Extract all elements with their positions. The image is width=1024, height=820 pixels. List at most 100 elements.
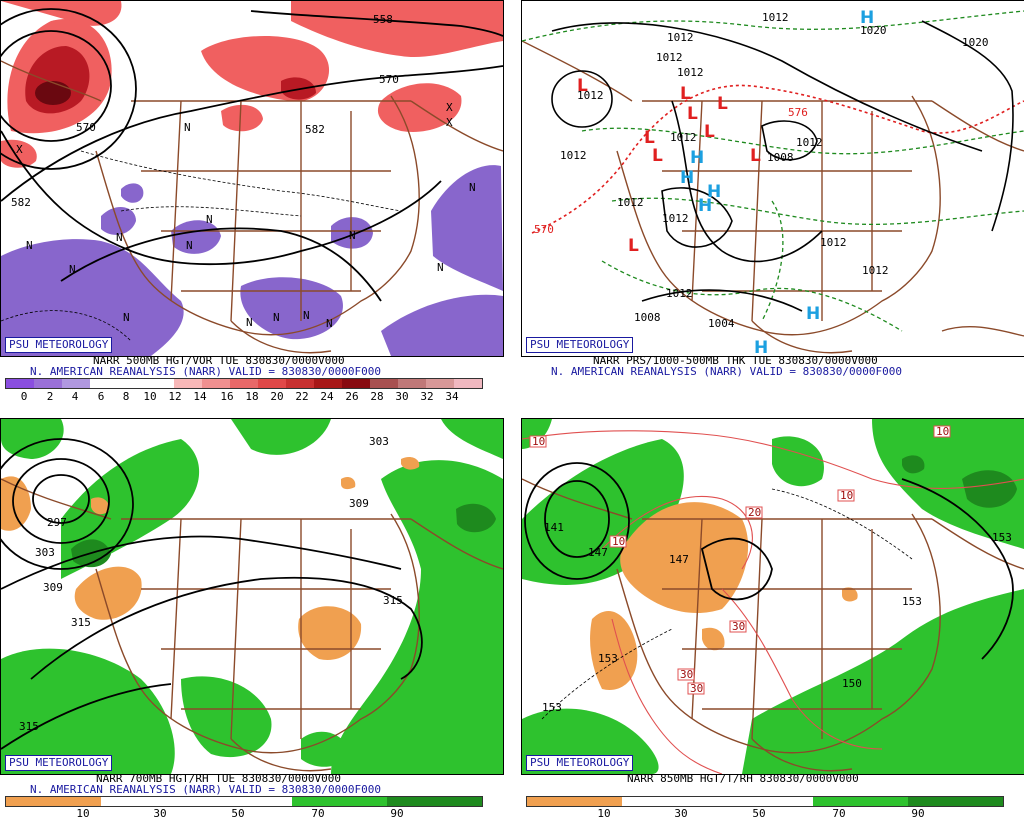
svg-text:30: 30 <box>690 682 703 695</box>
height-contours <box>1 8 503 302</box>
svg-text:N: N <box>246 316 253 329</box>
svg-text:N: N <box>69 263 76 276</box>
svg-text:10: 10 <box>532 435 545 448</box>
panel-title-line2: N. AMERICAN REANALYSIS (NARR) VALID = 83… <box>30 365 381 378</box>
svg-text:1008: 1008 <box>767 151 794 164</box>
svg-text:1012: 1012 <box>560 149 587 162</box>
svg-text:N: N <box>123 311 130 324</box>
svg-text:1012: 1012 <box>667 31 694 44</box>
rh-dark-green-fill <box>902 455 1017 508</box>
svg-text:315: 315 <box>383 594 403 607</box>
svg-text:1012: 1012 <box>670 131 697 144</box>
height-contours <box>524 462 1014 660</box>
svg-text:N: N <box>184 121 191 134</box>
panel-title-line1: NARR 850MB HGT/T/RH 830830/0000V000 <box>627 772 859 785</box>
svg-text:150: 150 <box>842 677 862 690</box>
svg-text:L: L <box>644 128 655 148</box>
height-contour-labels: 303 297 303 309 309 315 315 315 <box>19 435 403 733</box>
svg-text:30: 30 <box>680 668 693 681</box>
svg-text:N: N <box>186 239 193 252</box>
panel-700mb-humidity: 303 297 303 309 309 315 315 315 PSU METE… <box>0 418 504 775</box>
svg-text:L: L <box>750 146 761 166</box>
panel-pressure-thickness: 1012 1012 1012 1020 1020 1012 1012 1012 … <box>521 0 1024 357</box>
svg-text:1020: 1020 <box>860 24 887 37</box>
height-contours <box>1 438 423 750</box>
map-pressure-thickness: 1012 1012 1012 1020 1020 1012 1012 1012 … <box>522 8 1024 356</box>
svg-text:570: 570 <box>534 223 554 236</box>
n-markers: N N N N N N N N N N N N N N <box>26 121 476 330</box>
x-markers: X X X <box>16 101 453 156</box>
svg-text:N: N <box>273 311 280 324</box>
svg-text:153: 153 <box>598 652 618 665</box>
map-700mb: 303 297 303 309 309 315 315 315 <box>1 419 503 774</box>
isobar-contours <box>551 20 1014 312</box>
temperature-contours <box>522 430 1024 774</box>
panel-title-line1: NARR 700MB HGT/RH TUE 830830/0000V000 <box>96 772 342 785</box>
svg-text:N: N <box>303 309 310 322</box>
rh-green-fill <box>522 419 1024 774</box>
svg-text:L: L <box>577 76 588 96</box>
svg-text:1012: 1012 <box>820 236 847 249</box>
svg-text:N: N <box>469 181 476 194</box>
svg-text:H: H <box>698 196 712 216</box>
svg-text:20: 20 <box>748 506 761 519</box>
svg-text:N: N <box>437 261 444 274</box>
panel-500mb-vorticity: 558 570 570 582 582 N N N N N N N N N N … <box>0 0 504 357</box>
rh-colorbar <box>526 796 1004 807</box>
svg-text:153: 153 <box>992 531 1012 544</box>
vorticity-colorbar <box>5 378 483 389</box>
thickness-contours-red <box>531 84 1024 234</box>
svg-text:1012: 1012 <box>656 51 683 64</box>
svg-text:1020: 1020 <box>962 36 989 49</box>
panel-850mb-temp-humidity: 141 147 147 153 153 153 153 150 10 10 20… <box>521 418 1024 775</box>
svg-text:141: 141 <box>544 521 564 534</box>
state-country-boundaries <box>522 478 1024 772</box>
svg-text:1012: 1012 <box>577 89 604 102</box>
temperature-box-labels: 10 10 20 10 30 30 30 10 <box>529 425 951 695</box>
svg-text:N: N <box>349 229 356 242</box>
map-500mb: 558 570 570 582 582 N N N N N N N N N N … <box>1 1 503 356</box>
svg-text:L: L <box>717 94 728 114</box>
svg-text:N: N <box>26 239 33 252</box>
svg-text:315: 315 <box>19 720 39 733</box>
psu-meteorology-badge: PSU METEOROLOGY <box>526 755 634 771</box>
panel-title-line1: NARR 500MB HGT/VOR TUE 830830/0000V000 <box>93 354 345 367</box>
rh-colorbar-ticks: 10 30 50 70 90 <box>76 807 404 820</box>
svg-text:X: X <box>446 116 453 129</box>
psu-meteorology-badge: PSU METEOROLOGY <box>5 337 113 353</box>
height-contour-labels: 141 147 147 153 153 153 153 150 <box>542 521 1012 714</box>
panel-title-line2: N. AMERICAN REANALYSIS (NARR) VALID = 83… <box>30 783 381 796</box>
svg-text:1012: 1012 <box>617 196 644 209</box>
contour-label: 582 <box>305 123 325 136</box>
svg-text:X: X <box>446 101 453 114</box>
svg-text:H: H <box>690 148 704 168</box>
svg-text:L: L <box>628 236 639 256</box>
svg-text:1012: 1012 <box>862 264 889 277</box>
svg-text:303: 303 <box>369 435 389 448</box>
svg-text:309: 309 <box>43 581 63 594</box>
state-country-boundaries <box>522 40 1024 354</box>
low-pressure-markers: L L L L L L L L L <box>577 76 761 256</box>
svg-text:147: 147 <box>669 553 689 566</box>
vorticity-colorbar-ticks: 0 2 4 6 8 10 12 14 16 18 20 22 24 26 28 … <box>20 390 459 403</box>
rh-colorbar <box>5 796 483 807</box>
contour-label: 570 <box>76 121 96 134</box>
svg-text:309: 309 <box>349 497 369 510</box>
svg-text:315: 315 <box>71 616 91 629</box>
svg-text:N: N <box>206 213 213 226</box>
pressure-labels: 1012 1012 1012 1020 1020 1012 1012 1012 … <box>534 11 989 330</box>
state-country-boundaries <box>1 478 503 772</box>
svg-text:153: 153 <box>902 595 922 608</box>
map-850mb: 141 147 147 153 153 153 153 150 10 10 20… <box>522 419 1024 774</box>
svg-text:10: 10 <box>612 535 625 548</box>
vorticity-thin-contours <box>1 150 402 342</box>
svg-text:1012: 1012 <box>662 212 689 225</box>
svg-text:L: L <box>680 84 691 104</box>
svg-text:1012: 1012 <box>796 136 823 149</box>
panel-title-line2: N. AMERICAN REANALYSIS (NARR) VALID = 83… <box>551 365 902 378</box>
svg-text:1004: 1004 <box>708 317 735 330</box>
svg-text:153: 153 <box>542 701 562 714</box>
svg-text:L: L <box>704 122 715 142</box>
high-pressure-markers: H H H H H H H <box>680 8 874 356</box>
psu-meteorology-badge: PSU METEOROLOGY <box>526 337 634 353</box>
